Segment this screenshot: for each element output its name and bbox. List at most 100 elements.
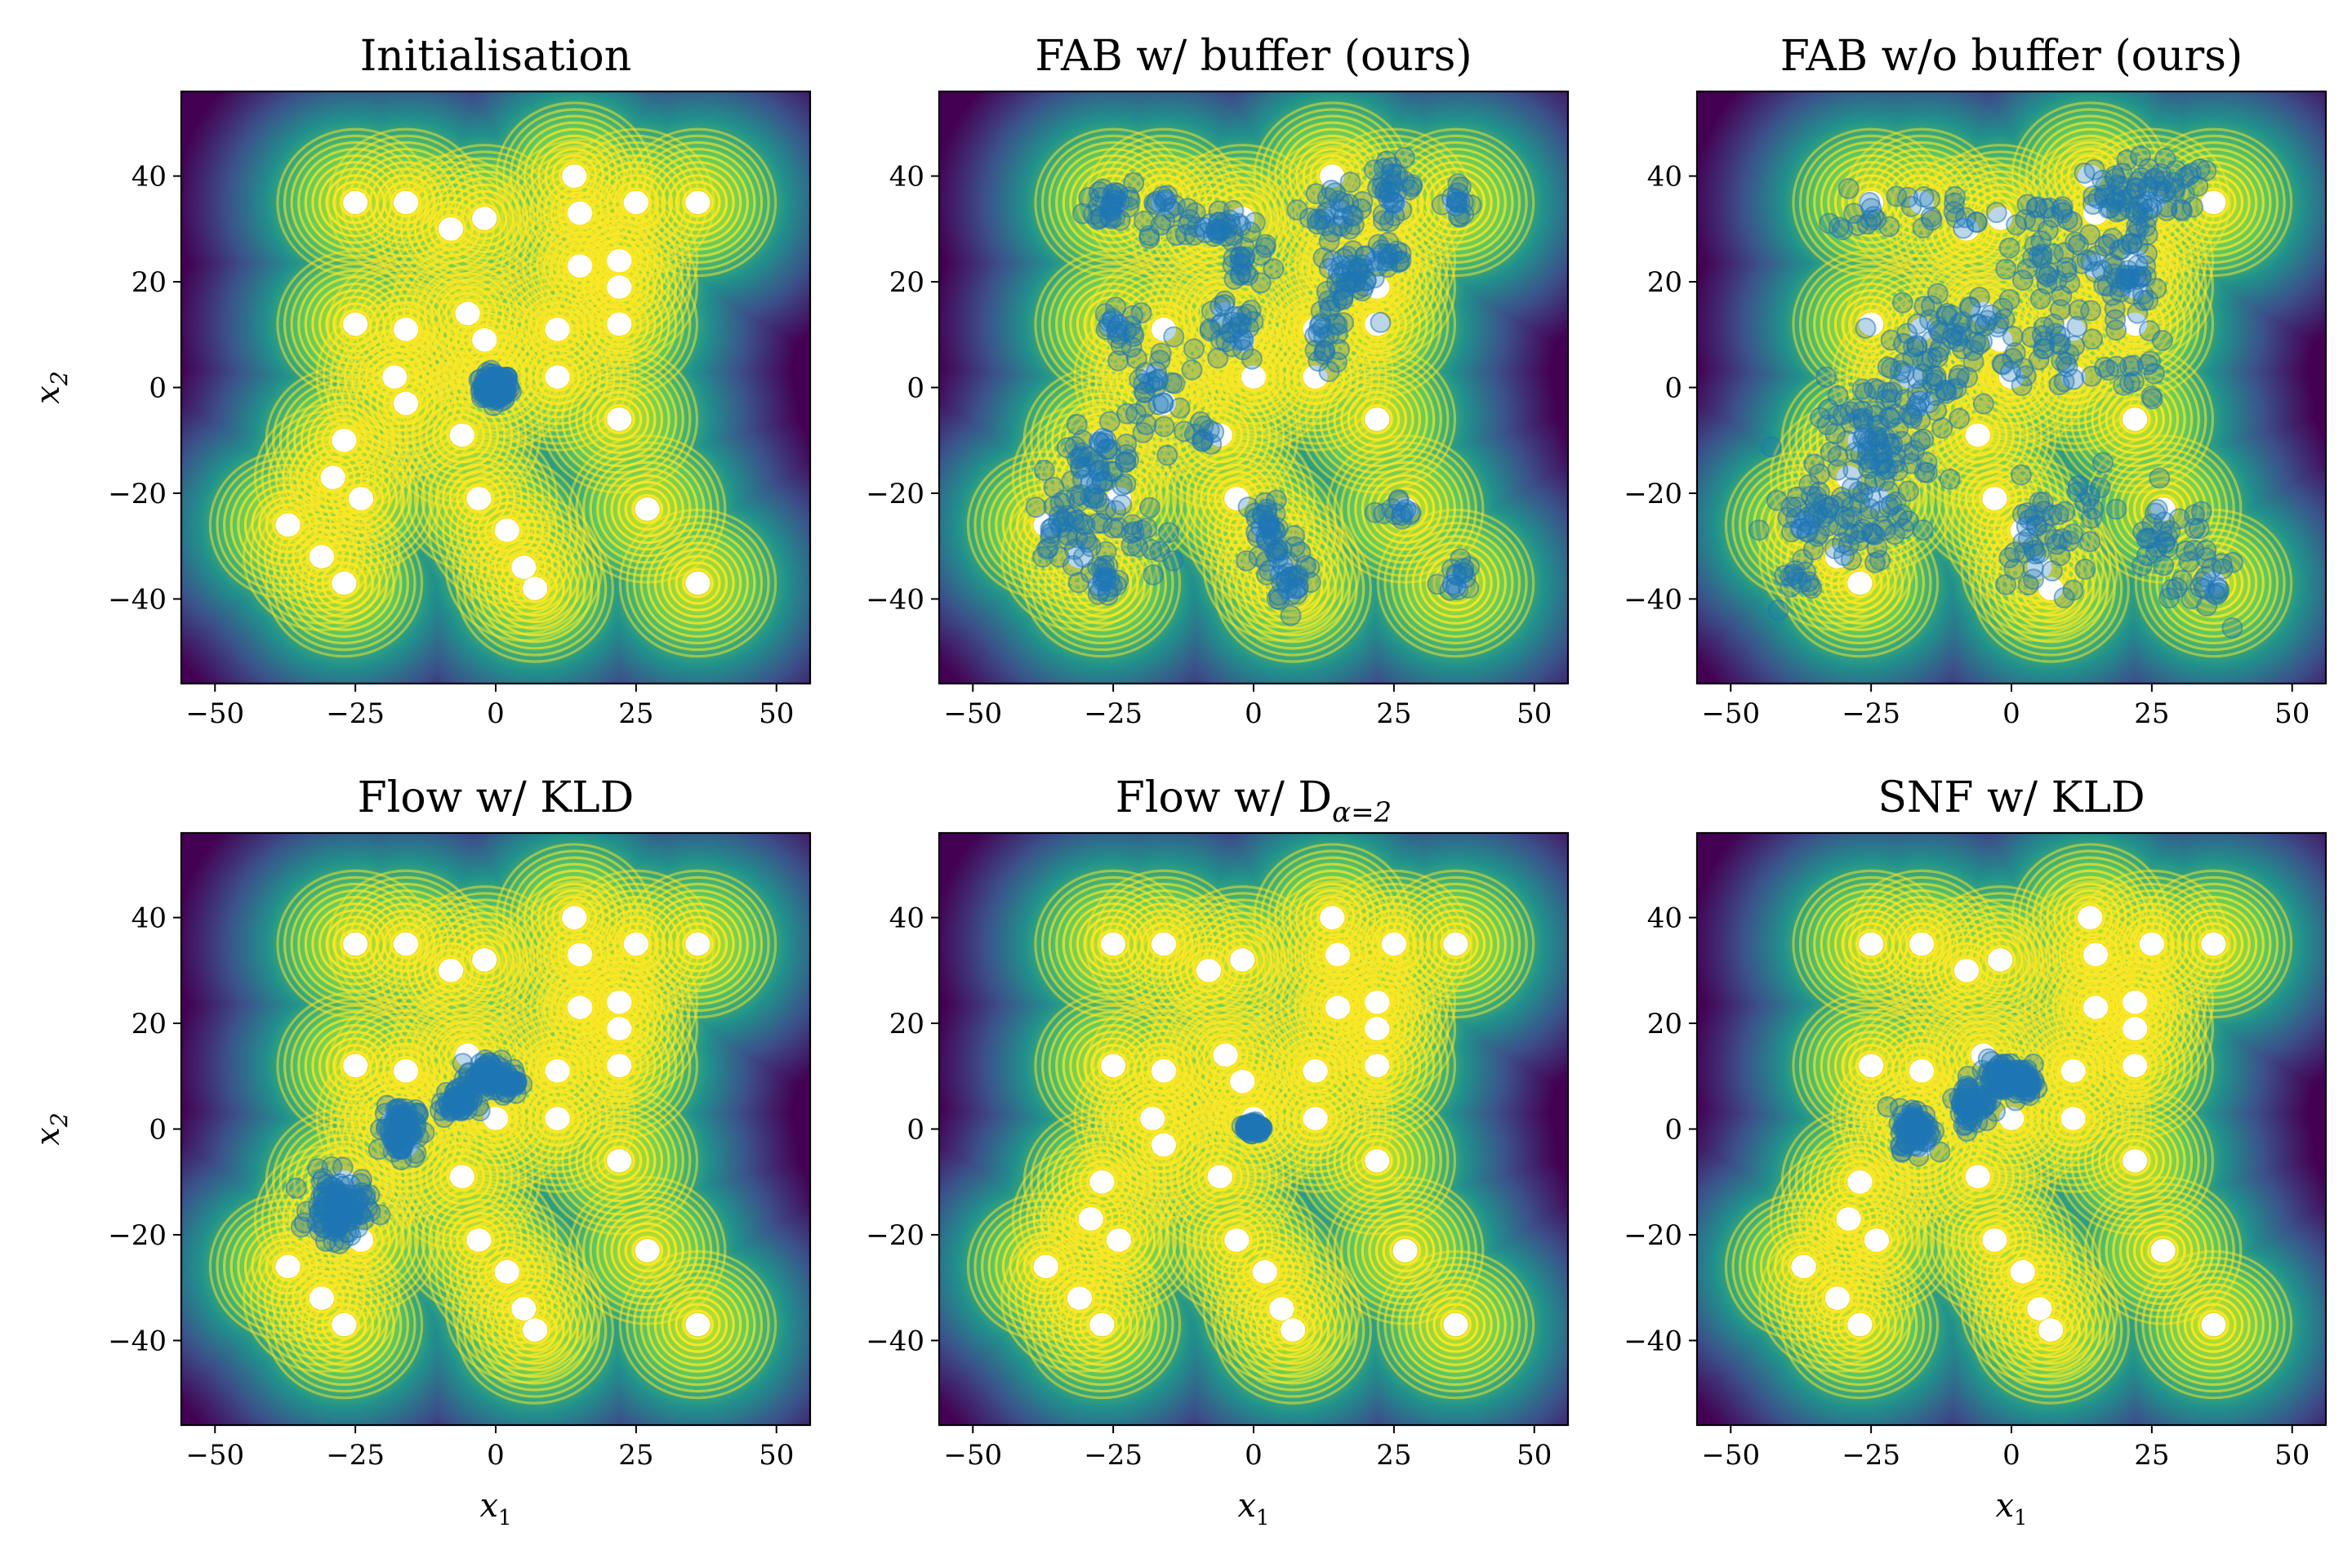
sample-point [1138, 497, 1160, 519]
mode-core [275, 1254, 301, 1279]
sample-point [1200, 433, 1223, 455]
panel-title: FAB w/o buffer (ours) [1780, 32, 2243, 81]
sample-point [1313, 326, 1335, 348]
contour-ring [388, 980, 547, 1130]
mode-core [1365, 408, 1390, 431]
y-tick-label: −20 [866, 1219, 924, 1252]
contour-ring [966, 450, 1125, 600]
contour-ring [1146, 980, 1305, 1130]
mode-core [2123, 990, 2148, 1014]
sample-point [2056, 261, 2078, 283]
x-tick-label: 25 [2134, 697, 2169, 730]
contour-ring [1214, 514, 1372, 663]
contour-ring [1214, 1255, 1372, 1405]
sample-point [2023, 568, 2045, 590]
sample-point [2091, 452, 2114, 474]
sample-point [2159, 520, 2181, 542]
contour-ring [2141, 1256, 2286, 1393]
sample-point [2089, 477, 2111, 499]
contour-ring [1265, 886, 1410, 1023]
contour-ring [276, 127, 434, 278]
sample-point [1066, 413, 1088, 435]
mode-core [1151, 318, 1177, 341]
sample-point [2175, 540, 2197, 562]
contour-ring [256, 495, 387, 618]
contour-ring [1265, 145, 1410, 282]
sample-point [1873, 470, 1895, 492]
y-tick-label: −20 [108, 1219, 167, 1252]
contour-ring [1368, 1215, 1442, 1286]
sample-point [2032, 511, 2054, 533]
contour-ring [1425, 174, 1486, 231]
mode-core [1252, 1260, 1277, 1284]
sample-point [1911, 1117, 1933, 1139]
contour-ring [1904, 238, 2063, 389]
sample-point [1878, 496, 1900, 518]
sample-point [1153, 416, 1175, 438]
sample-point [336, 1187, 358, 1209]
panel-2: −50 −25 0 25 50 −40 −20 0 20 40 FAB w/ buffer (our… [866, 32, 1570, 730]
mode-core [309, 1286, 334, 1310]
sample-point [2119, 372, 2141, 394]
contour-ring [388, 238, 547, 389]
sample-point [1809, 463, 1831, 485]
contour-ring [507, 198, 653, 334]
contour-ring [661, 1290, 735, 1360]
contour-ring [1724, 450, 1883, 600]
contour-ring [1298, 345, 1457, 494]
x-tick-label: −25 [1842, 697, 1900, 730]
y-tick-label: −40 [1624, 583, 1682, 616]
mode-core [568, 201, 593, 225]
sample-point [2154, 148, 2176, 170]
mode-core [1392, 1239, 1418, 1263]
sample-point [2074, 163, 2096, 185]
mode-core [343, 1054, 368, 1078]
mode-core [623, 932, 648, 956]
contour-ring [272, 514, 416, 652]
contour-ring [399, 424, 559, 573]
x-tick-label: −25 [326, 697, 385, 730]
sample-point [1156, 444, 1178, 466]
sample-point [1855, 381, 1877, 403]
sample-point [1321, 220, 1343, 243]
sample-point [1107, 327, 1129, 350]
contour-ring [1905, 367, 2050, 503]
contour-ring [419, 157, 550, 280]
mode-core [2060, 1107, 2086, 1130]
sample-point [2002, 325, 2024, 347]
sample-point [2058, 530, 2080, 552]
contour-ring [675, 922, 721, 966]
sample-point [1174, 421, 1196, 443]
contour-ring [2091, 1183, 2235, 1319]
panel-title: Initialisation [360, 32, 631, 81]
contour-ring [1758, 482, 1917, 631]
sample-point [1439, 579, 1461, 601]
sample-point [1760, 436, 1782, 458]
mode-core [466, 1228, 492, 1252]
mode-core [438, 217, 464, 241]
sample-point [1127, 536, 1149, 558]
sample-point [1164, 372, 1186, 394]
sample-point [483, 1079, 505, 1101]
y-tick-label: 40 [889, 161, 924, 194]
sample-point [390, 1149, 412, 1171]
mode-core [393, 932, 419, 956]
sample-point [1157, 522, 1179, 544]
x-tick-label: 25 [1376, 697, 1411, 730]
sample-point [1078, 186, 1100, 208]
contour-ring [547, 351, 692, 488]
sample-point [1767, 599, 1789, 621]
sample-point [1115, 451, 1137, 473]
contour-ring [1368, 474, 1442, 545]
mode-core [562, 906, 587, 929]
mode-core [2123, 1017, 2148, 1040]
contour-ring [405, 144, 564, 293]
sample-point [2051, 202, 2074, 224]
x-tick-label: 0 [1245, 1439, 1263, 1472]
mode-core [685, 571, 710, 595]
contour-ring [1073, 302, 1232, 452]
samples [285, 1049, 533, 1254]
sample-point [1298, 207, 1321, 229]
contour-ring [1993, 1044, 2153, 1193]
mode-core [1791, 1254, 1816, 1279]
